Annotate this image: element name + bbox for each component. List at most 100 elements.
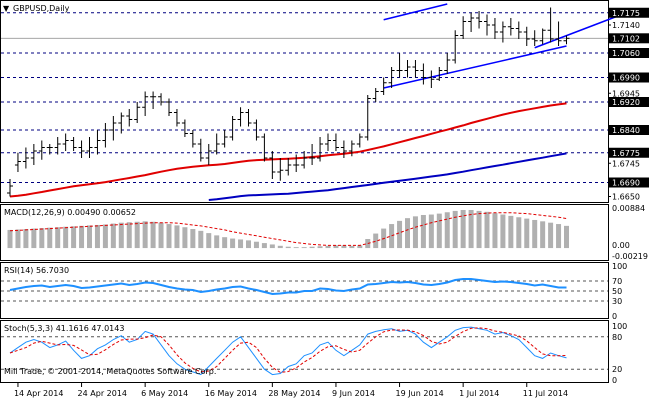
price-label: 1.6690 <box>612 179 640 188</box>
macd-histogram-bar <box>190 229 196 249</box>
moving-average-slow <box>208 152 567 201</box>
macd-histogram-bar <box>261 243 267 249</box>
price-bar <box>531 30 538 46</box>
rsi-line <box>9 278 567 296</box>
price-bar <box>380 77 387 95</box>
price-label-box <box>609 7 649 18</box>
macd-histogram-bar <box>174 225 180 249</box>
macd-histogram-bar <box>397 220 403 249</box>
price-bar <box>150 91 157 109</box>
price-bar <box>38 140 45 160</box>
price-label: 1.7102 <box>612 34 640 43</box>
macd-histogram-bar <box>500 214 506 249</box>
price-bar <box>189 130 196 148</box>
macd-histogram-bar <box>94 224 100 249</box>
price-bar <box>166 98 172 116</box>
price-bar <box>78 140 85 158</box>
symbol-icon: ▼ <box>3 4 10 13</box>
macd-histogram-bar <box>357 245 363 249</box>
macd-histogram-bar <box>166 224 172 249</box>
macd-histogram-bar <box>444 212 450 249</box>
price-bar <box>86 137 93 158</box>
macd-histogram-bar <box>102 224 108 249</box>
price-bar <box>54 137 61 155</box>
price-bar <box>245 109 252 127</box>
macd-histogram-bar <box>71 226 77 249</box>
trend-channel <box>383 3 617 89</box>
price-bar <box>293 154 300 172</box>
macd-histogram-bar <box>317 246 323 249</box>
macd-histogram-bar <box>158 222 164 249</box>
macd-signal-line <box>9 212 567 246</box>
macd-histogram-bar <box>325 245 331 249</box>
price-bar <box>547 7 554 43</box>
price-label: 1.7060 <box>612 49 640 58</box>
price-bar <box>213 133 220 155</box>
price-label: 1.6945 <box>612 89 640 98</box>
macd-histogram-bar <box>23 229 29 249</box>
macd-histogram-bar <box>150 221 156 249</box>
macd-histogram-bar <box>126 222 132 249</box>
price-bar <box>110 116 117 141</box>
price-bar <box>356 133 363 148</box>
price-label: 1.6840 <box>612 126 640 135</box>
price-bar <box>388 67 395 88</box>
macd-histogram-bar <box>134 221 140 249</box>
time-label: 16 May 2014 <box>205 389 257 398</box>
price-bar <box>444 53 451 74</box>
macd-histogram-bar <box>548 222 554 249</box>
macd-histogram-bar <box>468 209 474 249</box>
time-label: 14 Apr 2014 <box>14 389 63 398</box>
macd-histogram-bar <box>476 210 482 249</box>
trend-channel-upper-line <box>383 3 448 21</box>
rsi-axis-label: 30 <box>612 297 622 306</box>
stoch-axis-label: 20 <box>612 365 622 374</box>
price-label: 1.6650 <box>612 193 640 202</box>
macd-axis-label: 0.00 <box>612 241 630 250</box>
macd-histogram-bar <box>564 225 569 249</box>
price-bar <box>436 67 443 81</box>
price-bar <box>7 179 13 197</box>
price-bar <box>476 11 483 29</box>
price-bar <box>364 95 371 141</box>
macd-histogram-bar <box>309 246 315 249</box>
price-bar <box>499 21 506 43</box>
stoch-header: Stoch(5,3,3) 41.1616 47.0143 <box>4 324 124 333</box>
price-bar <box>253 119 260 141</box>
macd-histogram-bar <box>373 233 379 249</box>
trend-channel-extended-lower-line <box>534 15 617 49</box>
macd-histogram-bar <box>142 221 148 249</box>
time-label: 19 Jun 2014 <box>396 389 444 398</box>
macd-histogram-bar <box>222 237 228 249</box>
price-label-box <box>609 97 649 107</box>
macd-histogram-bar <box>285 246 291 249</box>
stoch-signal-line <box>9 327 567 373</box>
price-bar <box>332 133 339 151</box>
macd-histogram-bar <box>47 227 53 249</box>
price-label: 1.6775 <box>612 149 640 158</box>
price-label-box <box>609 48 649 58</box>
price-bar <box>14 152 21 172</box>
price-bar <box>507 18 514 36</box>
price-bar <box>420 63 427 85</box>
rsi-header: RSI(14) 56.7030 <box>4 266 69 275</box>
price-bar <box>142 91 149 116</box>
rsi-axis-label: 50 <box>612 287 622 296</box>
macd-histogram-bar <box>7 229 13 249</box>
rsi-axis-label: 70 <box>612 277 622 286</box>
price-bar <box>237 107 244 127</box>
price-bar <box>134 102 141 123</box>
stoch-axis-label: 100 <box>612 322 627 331</box>
price-bar <box>325 133 331 151</box>
macd-histogram-bar <box>87 225 92 249</box>
macd-histogram-bar <box>301 247 307 249</box>
price-bar <box>348 140 355 157</box>
price-bar <box>317 137 324 162</box>
price-bar <box>62 133 69 151</box>
macd-histogram-bar <box>484 211 490 249</box>
macd-histogram-bar <box>412 216 418 249</box>
stoch-plot: 100 80 20 0 <box>1 322 627 385</box>
price-axis: 1.7175 1.7140 1.7102 1.7060 1.6990 1.69451.69… <box>608 7 649 202</box>
